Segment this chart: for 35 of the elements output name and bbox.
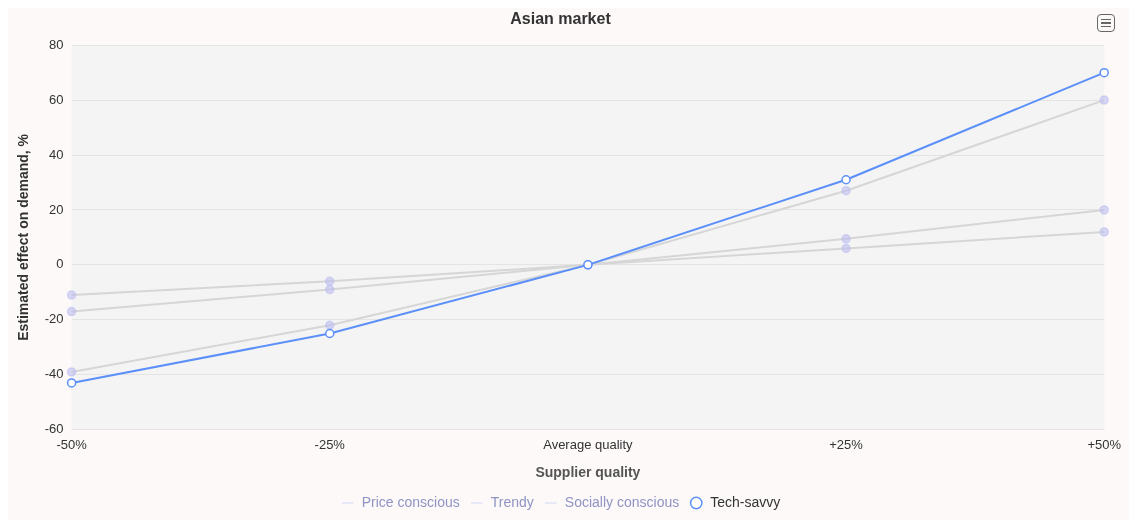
x-tick-label: +25% [829, 436, 864, 452]
point [841, 234, 851, 244]
y-tick-label: -60 [44, 421, 64, 437]
legend-label: Trendy [490, 493, 534, 510]
point [1099, 95, 1109, 105]
y-tick-label: 0 [56, 256, 64, 272]
point [324, 284, 335, 295]
legend-label: Tech-savvy [710, 493, 781, 510]
point [324, 328, 335, 339]
point [1099, 227, 1109, 237]
x-axis-title: Supplier quality [535, 464, 641, 481]
point [1099, 205, 1109, 215]
y-tick-label: 60 [49, 91, 64, 107]
point [66, 378, 77, 388]
point [841, 243, 851, 254]
legend-label: Price conscious [361, 493, 460, 510]
point [1099, 67, 1109, 78]
point [66, 306, 77, 317]
y-tick-label: -20 [44, 311, 64, 327]
x-tick-label: -50% [56, 436, 88, 452]
y-tick-label: 40 [49, 146, 64, 162]
y-tick-label: -40 [44, 366, 64, 382]
x-tick-label: -25% [314, 436, 346, 452]
x-tick-label: +50% [1087, 436, 1122, 452]
point [324, 276, 335, 287]
point [841, 174, 851, 185]
point [841, 185, 851, 196]
y-tick-label: 20 [49, 201, 64, 217]
y-tick-label: 80 [49, 36, 64, 52]
point [66, 367, 77, 377]
legend-label: Socially conscious [564, 493, 680, 510]
y-axis-title: Estimated effect on demand, % [15, 133, 32, 341]
chart-title: Asian market [510, 10, 612, 28]
point [66, 290, 77, 300]
x-tick-label: Average quality [543, 436, 634, 452]
